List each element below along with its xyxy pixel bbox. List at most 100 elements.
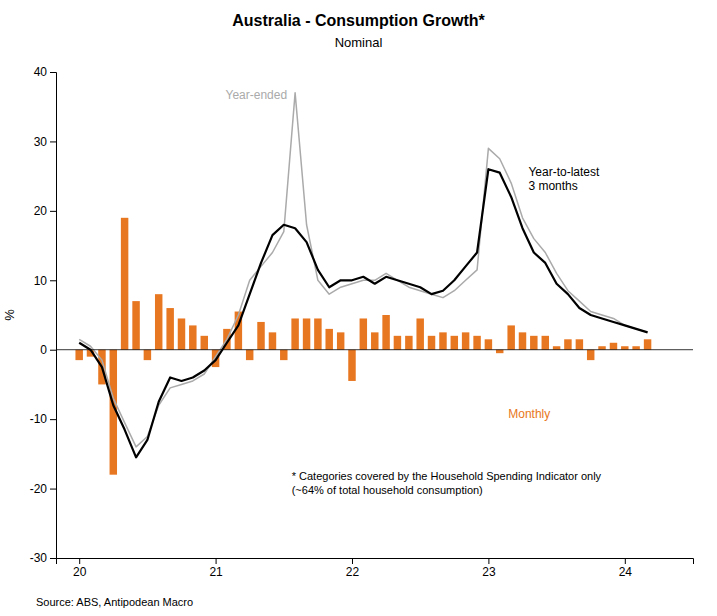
bar xyxy=(291,318,298,349)
tick: 30 xyxy=(34,135,56,149)
bar xyxy=(178,318,185,349)
bar xyxy=(416,318,423,349)
bar xyxy=(337,332,344,349)
bar xyxy=(303,318,310,349)
tick: -30 xyxy=(30,551,56,565)
tick: 10 xyxy=(34,274,56,288)
series-label: Year-to-latest3 months xyxy=(528,165,600,193)
tick: 21 xyxy=(209,558,223,579)
tick-label: 20 xyxy=(34,204,48,218)
bar xyxy=(587,350,594,360)
bar xyxy=(496,350,503,353)
subtitle: Nominal xyxy=(335,35,383,50)
zero-line xyxy=(56,349,693,350)
bar xyxy=(166,308,173,350)
tick: 23 xyxy=(482,558,496,579)
tick-label: 10 xyxy=(34,274,48,288)
tick: 20 xyxy=(34,204,56,218)
bar xyxy=(519,332,526,349)
bar xyxy=(246,350,253,360)
bar xyxy=(382,315,389,350)
bar xyxy=(280,350,287,360)
bar xyxy=(632,346,639,349)
tick-label: 24 xyxy=(619,565,633,579)
y-axis-label: % xyxy=(2,309,17,321)
tick-label: 0 xyxy=(40,343,47,357)
tick-mark xyxy=(50,558,56,559)
bar xyxy=(371,332,378,349)
footnote: * Categories covered by the Household Sp… xyxy=(292,470,602,495)
tick-mark xyxy=(50,72,56,73)
bar xyxy=(121,218,128,350)
text-line: Year-to-latest xyxy=(528,165,600,179)
bar xyxy=(360,318,367,349)
tick-mark xyxy=(216,558,217,564)
bar xyxy=(394,336,401,350)
source: Source: ABS, Antipodean Macro xyxy=(36,596,193,608)
tick-mark xyxy=(50,280,56,281)
tick: 20 xyxy=(73,558,87,579)
axis-line xyxy=(50,73,57,559)
tick-label: 20 xyxy=(73,565,87,579)
bar xyxy=(473,336,480,350)
x-axis: 20 21 22 23 24 xyxy=(57,558,694,579)
marks xyxy=(75,93,651,475)
tick: -10 xyxy=(30,412,56,426)
bar xyxy=(428,336,435,350)
bar xyxy=(144,350,151,360)
bar xyxy=(598,346,605,349)
series-label: Year-ended xyxy=(225,88,287,102)
tick-mark xyxy=(50,489,56,490)
bar xyxy=(564,339,571,349)
bar xyxy=(189,325,196,349)
bar xyxy=(348,350,355,381)
line xyxy=(79,93,647,447)
tick: -20 xyxy=(30,482,56,496)
tick-mark xyxy=(50,350,56,351)
tick-mark xyxy=(79,558,80,564)
tick-label: 40 xyxy=(34,65,48,79)
tick-mark xyxy=(488,558,489,564)
bar-series xyxy=(75,218,651,475)
series-label: Monthly xyxy=(508,407,550,421)
tick: 40 xyxy=(34,65,56,79)
bar xyxy=(530,336,537,350)
bar xyxy=(75,350,82,360)
bar xyxy=(132,301,139,350)
text-line: Monthly xyxy=(508,407,550,421)
bar xyxy=(553,346,560,349)
bar xyxy=(507,325,514,349)
tick-mark xyxy=(625,558,626,564)
tick-label: 30 xyxy=(34,135,48,149)
tick-mark xyxy=(352,558,353,564)
tick-label: 23 xyxy=(482,565,496,579)
bar xyxy=(314,318,321,349)
bar xyxy=(462,332,469,349)
plot-area: -30 -20 -10 0 10 20 30 40 20 21 22 23 24% Monthly Year… xyxy=(2,65,694,578)
tick-mark xyxy=(50,211,56,212)
tick: 22 xyxy=(346,558,360,579)
tick-label: 22 xyxy=(346,565,360,579)
bar xyxy=(155,294,162,350)
tick: 24 xyxy=(619,558,633,579)
bar xyxy=(610,343,617,350)
tick-label: 21 xyxy=(209,565,223,579)
bar xyxy=(576,339,583,349)
bar xyxy=(451,336,458,350)
tick-mark xyxy=(50,419,56,420)
text-line: (~64% of total household consumption) xyxy=(292,484,483,496)
bar xyxy=(257,322,264,350)
bar xyxy=(644,339,651,349)
text-line: 3 months xyxy=(528,179,577,193)
y-axis: -30 -20 -10 0 10 20 30 40 xyxy=(30,65,57,565)
tick: 0 xyxy=(40,343,56,357)
text-line: Source: ABS, Antipodean Macro xyxy=(36,596,193,608)
bar xyxy=(439,332,446,349)
text-line: Year-ended xyxy=(225,88,287,102)
bar xyxy=(201,336,208,350)
title: Australia - Consumption Growth* xyxy=(232,12,485,29)
axis-line xyxy=(57,559,694,565)
series-labels: Monthly Year-ended Year-to-latest3 months xyxy=(225,88,600,421)
bar xyxy=(621,346,628,349)
bar xyxy=(405,336,412,350)
